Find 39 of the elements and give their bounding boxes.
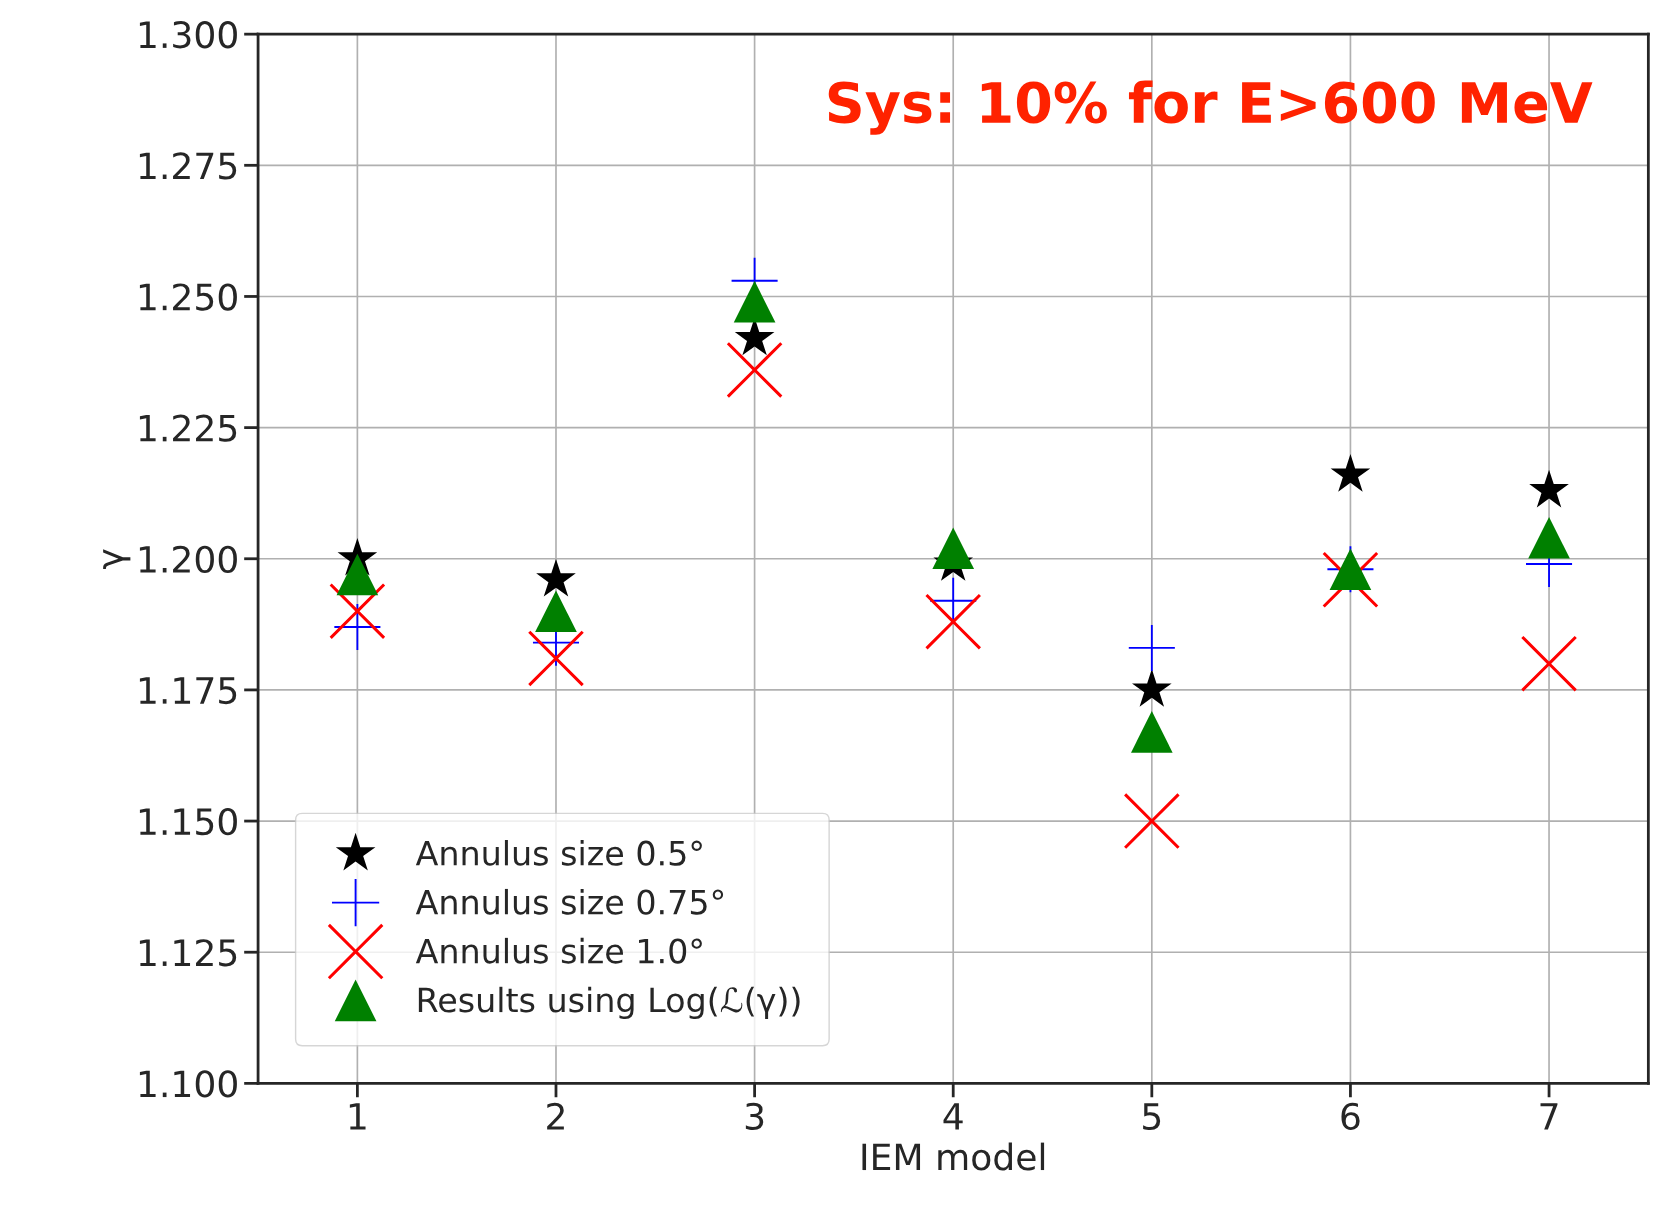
annotation: Sys: 10% for E>600 MeV (828, 80, 1593, 135)
point (1130, 711, 1173, 753)
y-tick-label: 1.175 (139, 677, 237, 705)
y-tick-label: 1.150 (139, 807, 237, 836)
point (336, 553, 379, 596)
legend-label: Results using Log(ℒ(γ)) (418, 986, 800, 1020)
point (726, 342, 783, 398)
x-tick-label: 5 (1143, 1103, 1161, 1131)
y-tick-label: 1.275 (139, 152, 237, 180)
point (1124, 793, 1180, 849)
x-tick-label: 6 (1341, 1102, 1360, 1131)
x-tick-label: 4 (943, 1103, 963, 1130)
point (1529, 469, 1569, 508)
point (528, 630, 584, 687)
y-tick-label: 1.200 (139, 545, 237, 573)
point (733, 280, 776, 323)
x-tick-label: 3 (745, 1102, 764, 1131)
point (932, 527, 975, 570)
y-axis-title: γ (103, 549, 131, 569)
x-tick-label: 7 (1540, 1103, 1558, 1130)
y-tick-label: 1.225 (139, 414, 237, 442)
point (1128, 624, 1175, 671)
x-tick-label: 1 (349, 1103, 366, 1130)
y-tick-label: 1.300 (139, 21, 237, 49)
point (1330, 453, 1371, 492)
point (1528, 516, 1570, 559)
point (535, 590, 577, 633)
legend-label: Annulus size 1.0° (415, 937, 702, 964)
legend-label: Annulus size 0.5° (415, 840, 702, 866)
y-tick-label: 1.125 (139, 939, 237, 967)
point (1132, 669, 1172, 707)
point (925, 593, 981, 650)
x-axis-title: IEM model (862, 1142, 1045, 1171)
point (536, 558, 576, 597)
y-tick-label: 1.100 (139, 1070, 237, 1098)
x-tick-label: 2 (547, 1102, 564, 1130)
legend-label: Annulus size 0.75° (415, 888, 724, 915)
point (1521, 635, 1577, 692)
y-tick-label: 1.250 (139, 283, 237, 311)
